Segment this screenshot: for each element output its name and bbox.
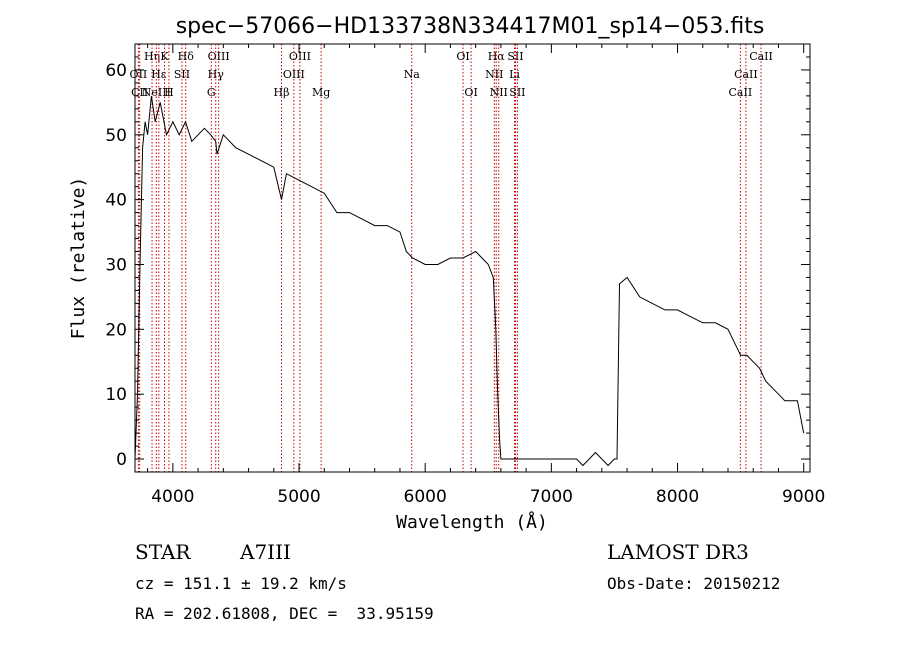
marker-label-18: OI	[464, 86, 477, 99]
marker-label-3: Hε	[151, 68, 167, 81]
x-tick-label-1: 5000	[277, 487, 320, 507]
marker-label-20: SII	[507, 50, 523, 63]
marker-label-9: OIII	[208, 50, 230, 63]
marker-label-5: K	[160, 50, 169, 63]
observation-date: Obs-Date: 20150212	[607, 574, 781, 593]
object-class: STAR	[135, 540, 191, 564]
marker-label-7: H	[164, 86, 174, 99]
x-tick-label-0: 4000	[151, 487, 194, 507]
object-subclass: A7III	[240, 540, 291, 564]
spectrum-line	[134, 95, 805, 467]
redshift-value: cz = 151.1 ± 19.2 km/s	[135, 574, 347, 593]
marker-label-16: Na	[404, 68, 421, 81]
marker-label-10: Hγ	[208, 68, 225, 81]
y-tick-label-0: 0	[116, 450, 127, 470]
y-tick-label-6: 60	[105, 61, 127, 81]
y-tick-label-4: 40	[105, 191, 127, 211]
marker-label-14: OIII	[283, 68, 305, 81]
marker-label-0: Hη	[144, 50, 160, 63]
survey-name: LAMOST DR3	[607, 540, 749, 564]
y-tick-label-1: 10	[105, 385, 127, 405]
plot-frame	[134, 43, 811, 473]
x-tick-label-5: 9000	[782, 487, 825, 507]
marker-label-17: OI	[456, 50, 469, 63]
y-tick-label-2: 20	[105, 320, 127, 340]
marker-label-25: CaII	[749, 50, 773, 63]
coordinates: RA = 202.61808, DEC = 33.95159	[135, 604, 434, 623]
marker-label-8: Hδ	[178, 50, 195, 63]
marker-label-13: OIII	[289, 50, 311, 63]
axis-ticks-layer: 4000 5000 6000 7000 8000 9000 0 10 20 30 40 50 60	[105, 44, 825, 507]
marker-label-6: SII	[174, 68, 190, 81]
marker-label-21: NII	[485, 68, 503, 81]
marker-label-26: CaII	[734, 68, 758, 81]
marker-label-12: Hβ	[274, 86, 290, 99]
marker-label-23: NII	[490, 86, 508, 99]
y-tick-label-5: 50	[105, 126, 127, 146]
marker-label-4: NeIII	[142, 86, 171, 99]
x-axis-label: Wavelength (Å)	[396, 511, 548, 533]
x-tick-label-4: 8000	[656, 487, 699, 507]
chart-title: spec−57066−HD133738N334417M01_sp14−053.f…	[176, 14, 765, 39]
marker-label-22: Li	[509, 68, 520, 81]
x-tick-label-2: 6000	[404, 487, 447, 507]
marker-label-19: Hα	[488, 50, 506, 63]
marker-label-1: OII	[130, 68, 148, 81]
y-tick-label-3: 30	[105, 255, 127, 275]
marker-label-15: Mg	[312, 86, 330, 99]
marker-label-24: SII	[509, 86, 525, 99]
x-tick-label-3: 7000	[530, 487, 573, 507]
y-axis-label: Flux (relative)	[68, 177, 89, 340]
marker-label-11: G	[207, 86, 216, 99]
marker-label-27: CaII	[729, 86, 753, 99]
